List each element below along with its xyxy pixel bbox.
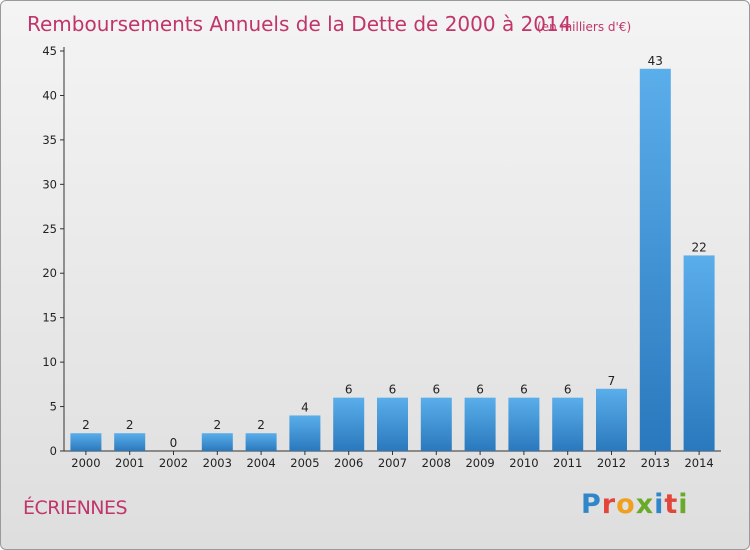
logo-letter: i [654, 489, 665, 520]
value-label-2007: 6 [389, 383, 397, 397]
x-tick-label-2011: 2011 [553, 456, 582, 470]
value-label-2002: 0 [170, 436, 178, 450]
y-tick-label: 15 [42, 311, 57, 325]
value-label-2003: 2 [213, 418, 221, 432]
x-tick-label-2012: 2012 [597, 456, 626, 470]
logo-letter: o [616, 489, 636, 520]
bar-2000 [70, 433, 102, 451]
bar-2004 [245, 433, 277, 451]
value-label-2008: 6 [432, 383, 440, 397]
y-tick-label: 30 [42, 177, 57, 191]
x-tick-label-2000: 2000 [71, 456, 100, 470]
x-tick-label-2008: 2008 [422, 456, 451, 470]
bar-2005 [289, 415, 321, 451]
bar-2003 [201, 433, 233, 451]
value-label-2004: 2 [257, 418, 265, 432]
x-tick-label-2001: 2001 [115, 456, 144, 470]
bar-2007 [377, 397, 408, 451]
value-label-2014: 22 [691, 240, 706, 254]
value-label-2010: 6 [520, 383, 528, 397]
value-label-2009: 6 [476, 383, 484, 397]
bar-2006 [333, 397, 365, 451]
y-tick-label: 20 [42, 266, 57, 280]
x-tick-label-2007: 2007 [378, 456, 407, 470]
logo-letter: r [601, 489, 617, 520]
x-tick-label-2004: 2004 [246, 456, 275, 470]
value-label-2001: 2 [126, 418, 134, 432]
x-tick-label-2002: 2002 [159, 456, 188, 470]
value-label-2006: 6 [345, 383, 353, 397]
value-label-2012: 7 [608, 374, 616, 388]
y-tick-label: 35 [42, 133, 57, 147]
commune-name: ÉCRIENNES [23, 497, 128, 519]
x-tick-label-2009: 2009 [465, 456, 494, 470]
proxiti-logo: Proxiti [581, 489, 689, 520]
x-tick-label-2013: 2013 [641, 456, 670, 470]
chart-title: Remboursements Annuels de la Dette de 20… [27, 12, 571, 36]
y-tick-label: 0 [50, 444, 57, 458]
value-label-2013: 43 [648, 54, 663, 68]
x-tick-label-2003: 2003 [203, 456, 232, 470]
bar-2008 [420, 397, 452, 451]
y-tick-label: 45 [42, 44, 57, 58]
chart-subtitle: (en milliers d'€) [537, 20, 631, 34]
bar-2010 [508, 397, 540, 451]
bar-2013 [639, 68, 671, 452]
bar-2009 [464, 397, 496, 451]
x-tick-label-2010: 2010 [509, 456, 538, 470]
bar-2011 [552, 397, 584, 451]
x-tick-label-2005: 2005 [290, 456, 319, 470]
y-tick-label: 40 [42, 88, 57, 102]
logo-letter: x [635, 489, 655, 520]
value-label-2000: 2 [82, 418, 90, 432]
logo-letter: i [678, 489, 689, 520]
logo-letter: P [581, 489, 602, 520]
y-tick-label: 25 [42, 222, 57, 236]
bar-2014 [683, 255, 715, 451]
bar-2001 [114, 433, 146, 451]
value-label-2011: 6 [564, 383, 572, 397]
x-tick-label-2006: 2006 [334, 456, 363, 470]
y-tick-label: 10 [42, 355, 57, 369]
bar-2012 [596, 388, 627, 451]
y-tick-label: 5 [50, 400, 57, 414]
x-tick-label-2014: 2014 [684, 456, 713, 470]
value-label-2005: 4 [301, 400, 309, 414]
logo-letter: t [664, 489, 679, 520]
